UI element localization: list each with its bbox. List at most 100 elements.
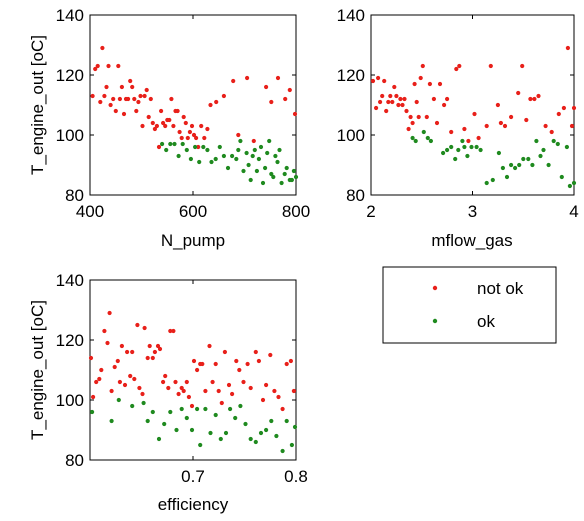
data-point-not-ok (268, 352, 273, 358)
data-point-not-ok (93, 66, 98, 72)
data-point-not-ok (203, 388, 208, 394)
data-point-not-ok (292, 111, 298, 117)
data-point-not-ok (159, 108, 164, 114)
data-point-not-ok (241, 379, 246, 385)
data-point-not-ok (394, 93, 399, 99)
data-point-not-ok (171, 123, 176, 129)
data-point-not-ok (230, 391, 235, 397)
data-point-not-ok (132, 376, 137, 382)
data-point-ok (530, 162, 535, 168)
data-point-not-ok (140, 123, 145, 129)
data-point-not-ok (509, 114, 514, 120)
data-point-not-ok (221, 93, 226, 99)
y-tick-label: 140 (56, 271, 84, 290)
data-point-ok (275, 159, 280, 165)
data-point-not-ok (171, 328, 176, 334)
data-point-ok (513, 165, 518, 171)
data-point-ok (223, 430, 229, 436)
data-point-ok (225, 165, 231, 171)
x-tick-label: 3 (468, 202, 477, 221)
data-point-not-ok (404, 108, 409, 114)
data-point-not-ok (472, 111, 477, 117)
data-point-ok (180, 141, 185, 147)
data-point-not-ok (185, 135, 190, 141)
data-point-not-ok (112, 364, 117, 370)
x-tick-label: 4 (569, 202, 578, 221)
data-point-not-ok (245, 361, 250, 367)
y-tick-label: 140 (337, 6, 365, 25)
x-tick-label: 600 (179, 202, 207, 221)
data-point-ok (238, 138, 243, 144)
data-point-not-ok (132, 96, 137, 102)
data-point-not-ok (264, 382, 269, 388)
data-point-not-ok (378, 99, 383, 105)
data-point-ok (460, 138, 465, 144)
data-point-ok (265, 150, 270, 156)
data-point-ok (218, 436, 223, 442)
data-point-not-ok (216, 388, 221, 394)
data-point-ok (291, 168, 296, 174)
data-point-not-ok (484, 123, 489, 129)
data-point-ok (456, 147, 461, 153)
data-point-not-ok (140, 391, 145, 397)
data-point-ok (258, 430, 264, 436)
data-point-not-ok (148, 96, 153, 102)
data-point-ok (188, 156, 193, 162)
data-point-not-ok (168, 328, 173, 334)
legend: not ok ok (382, 266, 557, 344)
data-point-not-ok (121, 111, 127, 117)
data-point-ok (289, 442, 294, 448)
data-point-not-ok (284, 361, 289, 367)
panel-mflow-gas: 2 3 4 80 100 120 140 mflow_gas (337, 6, 579, 250)
data-point-not-ok (275, 75, 281, 81)
data-point-not-ok (161, 120, 166, 126)
data-point-ok (184, 147, 189, 153)
data-point-ok (484, 180, 489, 186)
data-point-not-ok (556, 111, 561, 117)
data-point-ok (269, 171, 274, 177)
data-point-not-ok (287, 87, 292, 93)
data-point-ok (425, 135, 430, 141)
data-point-ok (521, 156, 526, 162)
data-points (90, 45, 299, 186)
data-point-ok (197, 159, 202, 165)
data-point-not-ok (154, 123, 159, 129)
data-point-not-ok (107, 310, 112, 316)
data-point-not-ok (253, 349, 258, 355)
data-point-not-ok (163, 123, 168, 129)
data-point-not-ok (406, 126, 411, 132)
data-point-ok (280, 448, 285, 454)
x-axis-label: N_pump (161, 231, 225, 250)
data-point-not-ok (549, 129, 554, 135)
data-point-ok (271, 174, 276, 180)
data-point-ok (441, 150, 446, 156)
data-point-not-ok (205, 126, 210, 132)
x-tick-label: 2 (366, 202, 375, 221)
y-tick-label: 120 (56, 331, 84, 350)
tick-marks (370, 14, 575, 196)
data-point-not-ok (412, 81, 417, 87)
x-axis-label: mflow_gas (431, 231, 512, 250)
legend-label-ok: ok (477, 312, 495, 331)
data-point-ok (141, 400, 146, 406)
data-point-not-ok (119, 343, 124, 349)
data-point-ok (234, 156, 239, 162)
data-point-ok (238, 403, 243, 409)
data-point-ok (217, 144, 222, 150)
data-point-not-ok (388, 93, 393, 99)
data-point-ok (221, 153, 226, 159)
data-point-ok (469, 144, 474, 150)
data-point-not-ok (569, 123, 575, 129)
data-point-not-ok (184, 379, 189, 385)
data-point-not-ok (462, 126, 467, 132)
data-point-not-ok (396, 102, 401, 108)
data-point-not-ok (108, 102, 113, 108)
data-point-not-ok (561, 105, 567, 111)
data-point-ok (130, 403, 135, 409)
data-point-not-ok (498, 120, 503, 126)
data-point-not-ok (181, 114, 186, 120)
panel-efficiency: 0.7 0.8 80 100 120 140 efficiency T_engine_ou… (28, 271, 308, 514)
data-point-not-ok (128, 78, 133, 84)
data-point-not-ok (536, 93, 541, 99)
data-point-not-ok (532, 96, 537, 102)
